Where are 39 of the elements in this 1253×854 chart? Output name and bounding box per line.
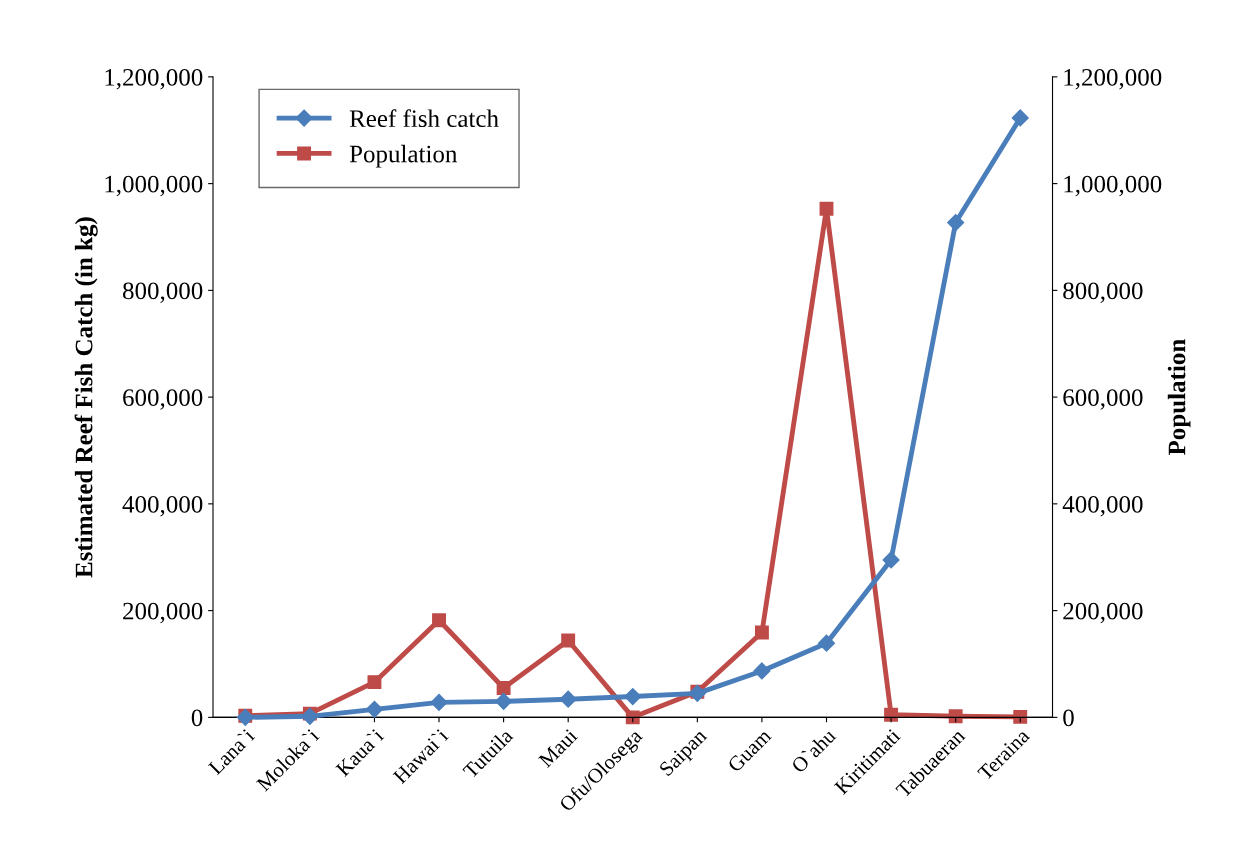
point bbox=[496, 681, 511, 695]
y2-tick-label: 0 bbox=[1063, 709, 1074, 727]
legend-label: Reef fish catch bbox=[349, 109, 499, 128]
point bbox=[559, 690, 577, 708]
y2-tick-label: 1,000,000 bbox=[1064, 175, 1162, 197]
point bbox=[625, 710, 640, 725]
y2-tick-label: 1,200,000 bbox=[1064, 68, 1162, 90]
y2-tick-label: 400,000 bbox=[1062, 495, 1143, 517]
y2-tick-label: 800,000 bbox=[1063, 282, 1143, 303]
point bbox=[495, 692, 513, 710]
point bbox=[365, 700, 384, 718]
point bbox=[624, 687, 642, 706]
point bbox=[882, 551, 900, 569]
point bbox=[753, 662, 771, 680]
point bbox=[301, 707, 319, 725]
point bbox=[884, 707, 899, 722]
point bbox=[947, 214, 965, 232]
y-tick-label: 800,000 bbox=[122, 282, 203, 303]
point bbox=[561, 633, 576, 648]
point bbox=[1011, 109, 1029, 127]
y-tick-label: 1,200,000 bbox=[105, 68, 203, 90]
legend-label: Population bbox=[349, 144, 458, 168]
point bbox=[430, 693, 448, 711]
point bbox=[817, 634, 836, 652]
point bbox=[367, 675, 382, 690]
y-tick-label: 1,000,000 bbox=[105, 175, 203, 197]
point bbox=[432, 613, 446, 628]
y2-tick-label: 600,000 bbox=[1063, 389, 1143, 410]
point bbox=[1013, 709, 1028, 724]
point bbox=[948, 709, 963, 724]
y-tick-label: 600,000 bbox=[123, 389, 203, 410]
y-tick-label: 0 bbox=[191, 709, 203, 727]
point bbox=[819, 201, 834, 216]
y-axis-title: Estimated Reef Fish Catch (in kg) bbox=[74, 217, 98, 578]
y2-axis-title: Population bbox=[1167, 339, 1191, 456]
point bbox=[754, 625, 769, 640]
y2-tick-label: 200,000 bbox=[1063, 602, 1143, 624]
y-tick-label: 400,000 bbox=[122, 495, 203, 517]
y-tick-label: 200,000 bbox=[123, 602, 203, 624]
